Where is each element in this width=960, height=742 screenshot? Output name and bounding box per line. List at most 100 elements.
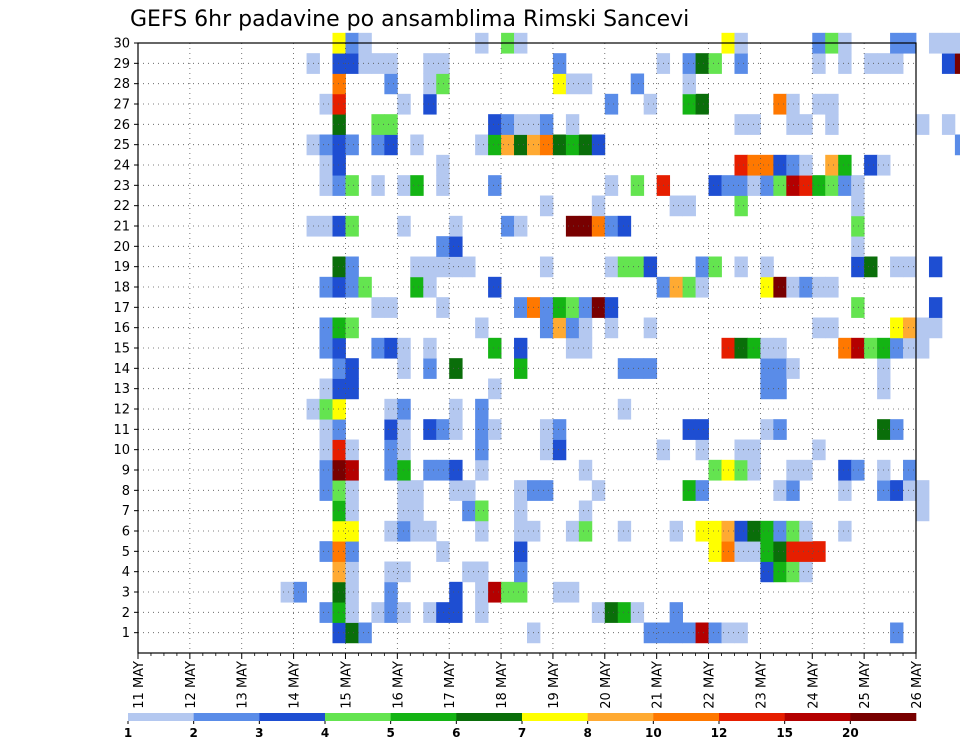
heatmap-cell <box>358 53 372 74</box>
heatmap-cell <box>734 114 748 135</box>
colorbar-label: 7 <box>518 726 526 740</box>
heatmap-cell <box>332 419 346 440</box>
heatmap-cell <box>539 317 554 339</box>
heatmap-cell <box>345 459 359 481</box>
heatmap-cell <box>565 114 580 135</box>
heatmap-cell <box>475 561 489 583</box>
heatmap-cell <box>954 134 960 156</box>
heatmap-cell <box>695 439 709 461</box>
heatmap-cell <box>319 317 333 339</box>
heatmap-cell <box>332 215 346 237</box>
heatmap-cell <box>747 541 761 562</box>
heatmap-cell <box>734 154 748 176</box>
heatmap-cell <box>436 175 450 196</box>
heatmap-cell <box>475 398 489 420</box>
heatmap-cell <box>436 541 450 562</box>
heatmap-cell <box>345 622 359 644</box>
heatmap-cell <box>514 520 528 542</box>
heatmap-cell <box>410 520 424 542</box>
heatmap-cell <box>319 378 333 400</box>
heatmap-cell <box>864 53 878 74</box>
heatmap-cell <box>630 256 645 278</box>
heatmap-cell <box>695 480 709 501</box>
heatmap-cell <box>851 195 865 217</box>
heatmap-cell <box>410 256 424 278</box>
y-tick-label: 12 <box>113 403 130 418</box>
heatmap-cell <box>552 297 567 318</box>
heatmap-cell <box>436 602 450 623</box>
heatmap-cell <box>345 53 359 74</box>
colorbar-label: 8 <box>583 726 591 740</box>
heatmap-cell <box>319 480 333 501</box>
heatmap-cell <box>773 276 787 298</box>
heatmap-cell <box>604 256 619 278</box>
heatmap-cell <box>423 602 437 623</box>
heatmap-cell <box>332 378 346 400</box>
heatmap-cell <box>384 439 398 461</box>
heatmap-cell <box>345 317 359 339</box>
heatmap-cell <box>954 53 960 74</box>
heatmap-cell <box>475 459 489 481</box>
heatmap-cell <box>669 195 683 217</box>
heatmap-cell <box>760 419 774 440</box>
x-tick-label: 20 MAY <box>599 661 614 709</box>
heatmap-cell <box>617 215 632 237</box>
y-tick-label: 6 <box>122 525 130 540</box>
heatmap-cell <box>332 622 346 644</box>
heatmap-cell <box>488 134 502 156</box>
heatmap-cell <box>488 337 502 359</box>
heatmap-cell <box>799 175 813 196</box>
heatmap-cell <box>293 581 307 603</box>
y-tick-label: 16 <box>113 321 130 336</box>
heatmap-cell <box>695 256 709 278</box>
heatmap-cell <box>838 337 852 359</box>
heatmap-cell <box>332 480 346 501</box>
heatmap-cell <box>851 215 865 237</box>
colorbar-swatch <box>522 713 588 721</box>
heatmap-cell <box>734 520 748 542</box>
heatmap-cell <box>436 154 450 176</box>
heatmap-cell <box>319 439 333 461</box>
x-tick-label: 15 MAY <box>340 661 355 709</box>
heatmap-cell <box>682 622 696 644</box>
heatmap-cell <box>332 581 346 603</box>
heatmap-cell <box>695 419 709 440</box>
heatmap-cell <box>514 134 528 156</box>
x-tick-label: 14 MAY <box>288 661 303 709</box>
heatmap-cell <box>552 134 567 156</box>
heatmap-cell <box>760 175 774 196</box>
heatmap-cell <box>617 256 632 278</box>
y-tick-label: 5 <box>122 545 130 560</box>
heatmap-cell <box>617 602 632 623</box>
heatmap-cell <box>552 73 567 95</box>
heatmap-cell <box>903 480 917 501</box>
heatmap-cell <box>695 520 709 542</box>
heatmap-cell <box>280 581 294 603</box>
colorbar-swatch <box>259 713 326 721</box>
heatmap-cell <box>799 276 813 298</box>
heatmap-cell <box>851 256 865 278</box>
heatmap-cell <box>734 439 748 461</box>
heatmap-cell <box>695 622 709 644</box>
heatmap-cell <box>319 93 333 115</box>
heatmap-cell <box>928 256 943 278</box>
heatmap-cell <box>578 73 593 95</box>
colorbar-label: 12 <box>711 726 728 740</box>
heatmap-cell <box>384 581 398 603</box>
heatmap-cell <box>539 419 554 440</box>
heatmap-cell <box>501 114 515 135</box>
heatmap-cell <box>423 520 437 542</box>
y-tick-label: 7 <box>122 504 130 519</box>
colorbar-label: 15 <box>776 726 793 740</box>
heatmap-cell <box>514 297 528 318</box>
heatmap-cell <box>332 276 346 298</box>
heatmap-cell <box>449 602 463 623</box>
heatmap-cell <box>397 520 411 542</box>
heatmap-cell <box>643 358 658 379</box>
heatmap-cell <box>669 622 683 644</box>
heatmap-cell <box>423 73 437 95</box>
heatmap-cell <box>423 93 437 115</box>
heatmap-cell <box>773 520 787 542</box>
heatmap-cell <box>475 581 489 603</box>
heatmap-cell <box>851 297 865 318</box>
